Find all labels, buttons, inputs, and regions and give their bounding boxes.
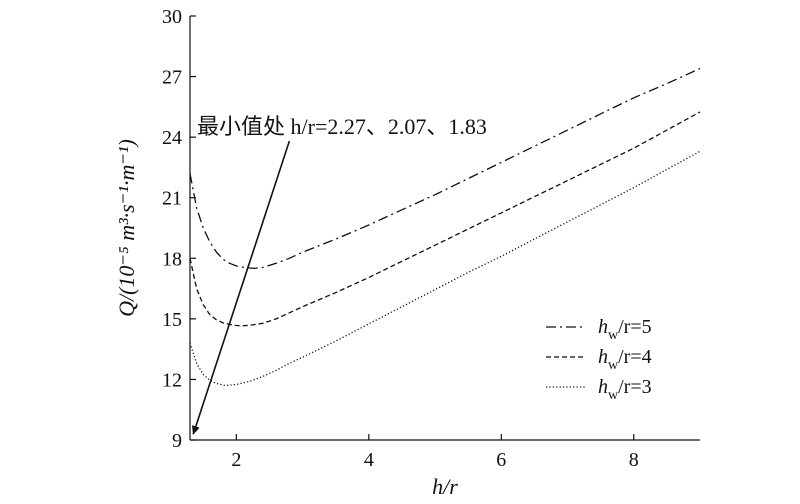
x-tick-label: 2	[231, 449, 241, 471]
y-tick-label: 27	[162, 67, 182, 89]
y-axis-title: Q/(10⁻⁵ m³·s⁻¹·m⁻¹)	[114, 139, 139, 317]
x-tick-label: 6	[496, 449, 506, 471]
y-tick-label: 24	[162, 127, 182, 149]
legend-label-3: hw/r=3	[598, 376, 652, 403]
y-tick-label: 15	[162, 309, 182, 331]
y-tick-label: 9	[172, 430, 182, 452]
x-axis: 2 4 6 8	[231, 434, 639, 471]
legend-label-1: hw/r=5	[598, 316, 652, 343]
y-tick-label: 18	[162, 248, 182, 270]
legend-label-2: hw/r=4	[598, 346, 652, 373]
y-tick-label: 12	[162, 369, 182, 391]
x-tick-label: 8	[629, 449, 639, 471]
annotation-arrow	[192, 140, 291, 435]
x-axis-title: h/r	[432, 474, 458, 499]
annotation: 最小值处 h/r=2.27、2.07、1.83	[192, 114, 487, 435]
x-tick-label: 4	[364, 449, 374, 471]
y-tick-label: 21	[162, 188, 182, 210]
series-group	[189, 67, 701, 387]
legend: hw/r=5 hw/r=4 hw/r=3	[546, 316, 652, 403]
series-line-2	[189, 111, 701, 327]
plot-frame	[189, 16, 700, 441]
series-line-1	[189, 67, 701, 270]
series-line-3	[189, 150, 701, 387]
y-axis: 9 12 15 18 21 24 27 30	[162, 6, 196, 452]
annotation-text: 最小值处 h/r=2.27、2.07、1.83	[197, 114, 487, 139]
y-tick-label: 30	[162, 6, 182, 28]
